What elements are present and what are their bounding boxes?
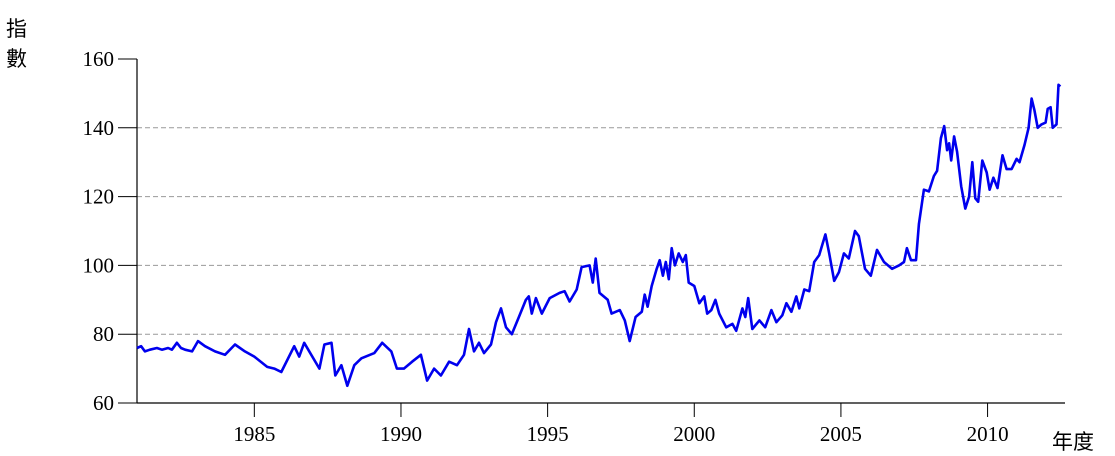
x-tick-label: 1995: [527, 422, 569, 446]
x-tick-label: 1990: [380, 422, 422, 446]
x-tick-label: 2010: [967, 422, 1009, 446]
y-tick-label: 160: [83, 47, 115, 71]
y-tick-label: 140: [83, 116, 115, 140]
y-axis-label: 指數: [6, 17, 27, 71]
y-tick-label: 100: [83, 253, 115, 277]
y-tick-label: 60: [93, 391, 114, 415]
x-axis-label: 年度: [1052, 430, 1094, 454]
x-tick-label: 2000: [673, 422, 715, 446]
x-tick-label: 2005: [820, 422, 862, 446]
y-tick-label: 120: [83, 185, 115, 209]
x-tick-label: 1985: [233, 422, 275, 446]
data-line: [136, 83, 1062, 388]
y-tick-label: 80: [93, 322, 114, 346]
